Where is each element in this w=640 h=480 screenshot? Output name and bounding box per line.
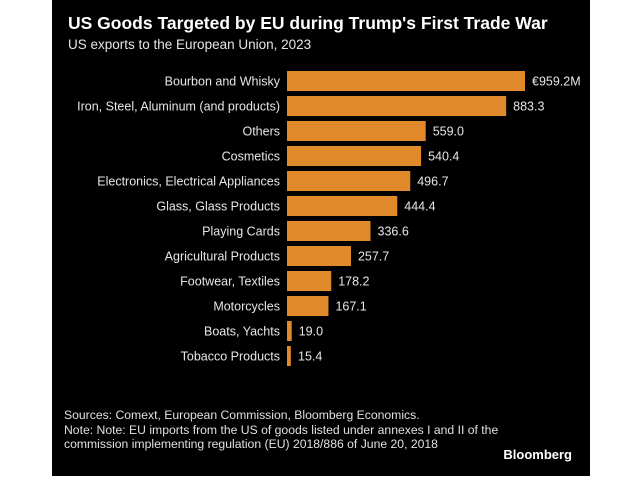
bar bbox=[287, 321, 292, 341]
bar bbox=[287, 71, 525, 91]
category-label: Cosmetics bbox=[222, 150, 280, 164]
chart-notes: Sources: Comext, European Commission, Bl… bbox=[64, 408, 504, 452]
bar bbox=[287, 96, 507, 116]
bar bbox=[287, 271, 332, 291]
category-label: Motorcycles bbox=[213, 300, 280, 314]
value-label: 167.1 bbox=[335, 300, 366, 314]
bar bbox=[287, 146, 422, 166]
category-label: Electronics, Electrical Appliances bbox=[97, 175, 280, 189]
value-label: 19.0 bbox=[299, 325, 323, 339]
category-label: Glass, Glass Products bbox=[156, 200, 280, 214]
value-label: 178.2 bbox=[338, 275, 369, 289]
bar bbox=[287, 221, 371, 241]
category-label: Boats, Yachts bbox=[204, 325, 280, 339]
chart-subtitle: US exports to the European Union, 2023 bbox=[68, 37, 312, 52]
category-label: Iron, Steel, Aluminum (and products) bbox=[77, 100, 280, 114]
category-label: Others bbox=[242, 125, 280, 139]
value-label: €959.2M bbox=[532, 75, 581, 89]
bar-chart: Bourbon and Whisky €959.2M Iron, Steel, Al… bbox=[77, 71, 581, 366]
source-text: Sources: Comext, European Commission, Bl… bbox=[64, 408, 420, 422]
value-label: 257.7 bbox=[358, 250, 389, 264]
category-label: Playing Cards bbox=[202, 225, 280, 239]
bar bbox=[287, 121, 426, 141]
category-label: Tobacco Products bbox=[181, 350, 280, 364]
value-label: 883.3 bbox=[513, 100, 544, 114]
category-label: Agricultural Products bbox=[165, 250, 280, 264]
chart-panel: US Goods Targeted by EU during Trump's F… bbox=[52, 0, 590, 476]
bar bbox=[287, 171, 411, 191]
note-text: Note: Note: EU imports from the US of go… bbox=[64, 422, 502, 452]
category-label: Footwear, Textiles bbox=[180, 275, 280, 289]
value-label: 336.6 bbox=[378, 225, 409, 239]
bar bbox=[287, 246, 351, 266]
bar bbox=[287, 346, 291, 366]
bar bbox=[287, 296, 329, 316]
chart-title: US Goods Targeted by EU during Trump's F… bbox=[68, 13, 548, 33]
value-label: 444.4 bbox=[404, 200, 435, 214]
value-label: 496.7 bbox=[417, 175, 448, 189]
bloomberg-logo: Bloomberg bbox=[503, 447, 572, 462]
value-label: 559.0 bbox=[433, 125, 464, 139]
category-label: Bourbon and Whisky bbox=[165, 75, 281, 89]
value-label: 540.4 bbox=[428, 150, 459, 164]
bar bbox=[287, 196, 398, 216]
value-label: 15.4 bbox=[298, 350, 322, 364]
